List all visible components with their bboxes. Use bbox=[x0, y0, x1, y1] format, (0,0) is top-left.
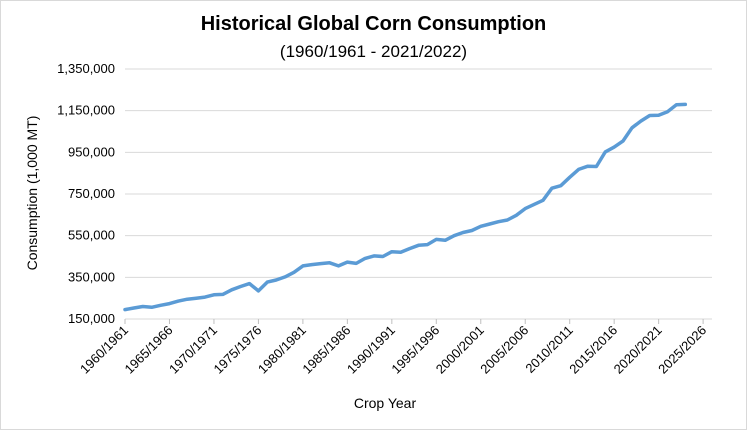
y-tick-label: 750,000 bbox=[68, 186, 115, 201]
chart-title: Historical Global Corn Consumption bbox=[200, 13, 547, 35]
gridlines bbox=[125, 68, 712, 320]
x-axis-ticks: 1960/19611965/19661970/19711975/19761980… bbox=[77, 319, 709, 377]
x-axis-title: Crop Year bbox=[354, 395, 417, 411]
y-tick-label: 350,000 bbox=[68, 269, 115, 284]
x-tick-label: 2005/2006 bbox=[477, 323, 531, 377]
y-tick-label: 950,000 bbox=[68, 144, 115, 159]
x-tick-label: 2025/2026 bbox=[655, 323, 709, 377]
y-tick-label: 550,000 bbox=[68, 228, 115, 243]
series-group bbox=[123, 102, 688, 312]
y-axis-ticks: 150,000 350,000 550,000 750,000 950,000 1,150… bbox=[57, 61, 115, 326]
y-tick-label: 1,350,000 bbox=[57, 61, 115, 76]
y-axis-title: Consumption (1,000 MT) bbox=[24, 116, 40, 271]
y-tick-label: 1,150,000 bbox=[57, 103, 115, 118]
chart-subtitle: (1960/1961 - 2021/2022) bbox=[279, 42, 468, 61]
y-tick-label: 150,000 bbox=[68, 311, 115, 326]
series-line-consumption bbox=[123, 102, 688, 312]
